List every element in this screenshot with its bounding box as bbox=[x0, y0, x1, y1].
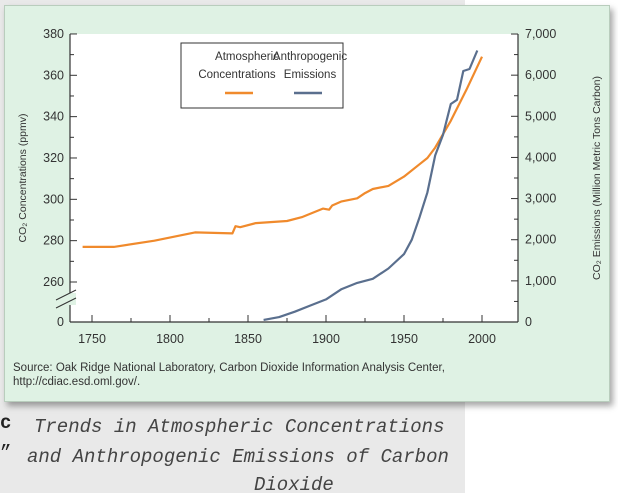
x-tick-label: 1750 bbox=[78, 332, 106, 346]
legend-label: Concentrations bbox=[198, 69, 276, 81]
y-tick-label: 320 bbox=[43, 151, 64, 165]
x-tick-label: 2000 bbox=[468, 332, 496, 346]
y-tick-label: 260 bbox=[43, 275, 64, 289]
legend-box bbox=[180, 42, 344, 109]
y-tick-label: 300 bbox=[43, 192, 64, 206]
series-line-emissions bbox=[263, 50, 479, 321]
y-tick-label: 280 bbox=[43, 234, 64, 248]
cut-text-fragment: c bbox=[0, 412, 12, 434]
y-tick-label: 380 bbox=[43, 27, 64, 41]
source-line-2: http://cdiac.esd.oml.gov/. bbox=[13, 376, 141, 388]
y2-tick-label: 5,000 bbox=[525, 109, 556, 123]
y2-axis-label: CO₂ Emissions (Million Metric Tons Carbo… bbox=[591, 76, 603, 280]
y2-tick-label: 1,000 bbox=[525, 274, 556, 288]
legend: Atmospheric Concentrations Anthropogenic Em… bbox=[180, 42, 347, 109]
y2-tick-label: 7,000 bbox=[525, 27, 556, 41]
legend-label: Emissions bbox=[284, 69, 337, 81]
x-tick-label: 1850 bbox=[234, 332, 262, 346]
co2-chart: 380 360 340 320 300 280 260 0 7,000 6,000 5,000 4,0… bbox=[17, 27, 603, 346]
y2-tick-label: 0 bbox=[525, 315, 532, 329]
caption-line-1: Trends in Atmospheric Concentrations bbox=[34, 416, 445, 438]
x-tick-label: 1900 bbox=[312, 332, 340, 346]
legend-label: Atmospheric bbox=[215, 51, 279, 63]
x-tick-label: 1950 bbox=[390, 332, 418, 346]
cut-text-fragment: ” bbox=[0, 442, 12, 464]
y2-tick-label: 6,000 bbox=[525, 68, 556, 82]
y-axis-label: CO₂ Concentrations (ppmv) bbox=[17, 114, 29, 243]
y-tick-label: 0 bbox=[57, 315, 64, 329]
y2-tick-label: 3,000 bbox=[525, 192, 556, 206]
caption-line-2: and Anthropogenic Emissions of Carbon bbox=[27, 446, 449, 468]
y-tick-label: 360 bbox=[43, 68, 64, 82]
legend-label: Anthropogenic bbox=[273, 51, 347, 63]
source-line-1: Source: Oak Ridge National Laboratory, C… bbox=[13, 362, 445, 374]
x-tick-label: 1800 bbox=[156, 332, 184, 346]
source-note: Source: Oak Ridge National Laboratory, C… bbox=[13, 361, 603, 389]
axis-break-mark bbox=[55, 297, 77, 309]
caption-line-3: Dioxide bbox=[254, 474, 334, 496]
y2-tick-label: 4,000 bbox=[525, 150, 556, 164]
axis-break-gap bbox=[62, 293, 76, 305]
series-line-concentrations bbox=[82, 56, 483, 248]
y-tick-label: 340 bbox=[43, 110, 64, 124]
y2-tick-label: 2,000 bbox=[525, 233, 556, 247]
axis-break-mark bbox=[55, 289, 77, 301]
